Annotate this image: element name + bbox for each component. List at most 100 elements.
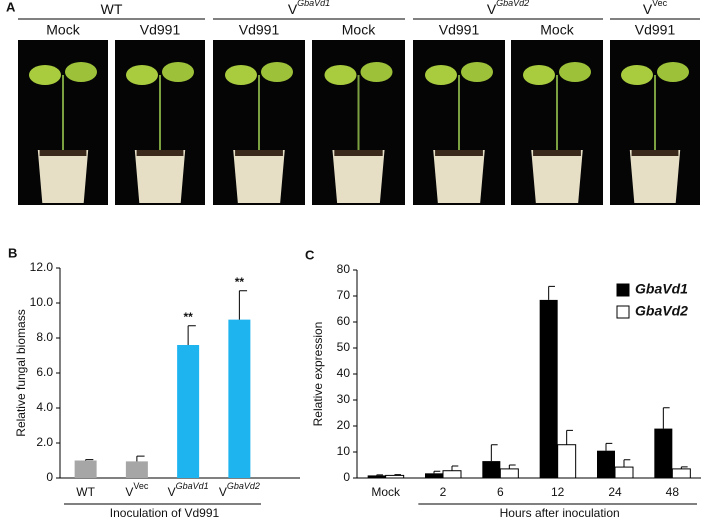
leaf (523, 65, 555, 85)
treatment-label: Vd991 (439, 22, 480, 38)
label-sup: GbaVd2 (496, 0, 529, 8)
error-bar (433, 470, 441, 474)
leaf (65, 62, 97, 82)
soil (39, 150, 87, 156)
y-tick-label: 2.0 (36, 435, 53, 449)
label-base: V (168, 485, 176, 499)
leaf (425, 65, 457, 85)
error-bar (394, 474, 401, 476)
leaf (225, 65, 257, 85)
pot (531, 150, 583, 203)
label-base: V (125, 485, 133, 499)
bar (539, 299, 558, 478)
error-bar (187, 325, 196, 345)
group-label: VGbaVd2 (487, 0, 529, 17)
error-bar (623, 459, 631, 468)
group-label: VVec (643, 0, 668, 17)
panel-label: B (8, 245, 17, 260)
bar (654, 428, 673, 478)
y-tick-label: 4.0 (36, 400, 53, 414)
pot (332, 150, 385, 203)
label-base: 24 (608, 485, 622, 499)
soil (435, 150, 483, 156)
y-tick-label: 50 (337, 340, 351, 354)
label-sup: Vec (133, 481, 149, 491)
soil (334, 150, 383, 156)
leaf (29, 65, 61, 85)
leaf (126, 65, 158, 85)
treatment-label: Vd991 (239, 22, 280, 38)
y-tick-label: 0 (343, 470, 350, 484)
legend-label: GbaVd1 (635, 281, 688, 297)
x-tick-label: VGbaVd1 (168, 481, 209, 499)
label-base: 48 (666, 485, 680, 499)
error-bar (238, 290, 248, 320)
y-tick-label: 10 (337, 444, 351, 458)
group-label: WT (101, 1, 123, 17)
legend-label: GbaVd2 (635, 303, 688, 319)
x-tick-label: 6 (497, 485, 504, 499)
y-tick-label: 12.0 (30, 260, 54, 274)
legend-swatch (616, 305, 630, 319)
x-tick-label: Mock (371, 485, 401, 499)
treatment-label: Mock (46, 22, 80, 38)
bar (614, 466, 634, 479)
bar (385, 474, 405, 479)
error-bar (548, 285, 555, 300)
bar (482, 461, 501, 478)
x-tick-label: VVec (125, 481, 149, 499)
label-sup: GbaVd2 (227, 481, 260, 491)
soil (136, 150, 184, 156)
bar (367, 475, 386, 478)
bar (671, 468, 691, 479)
y-tick-label: 8.0 (36, 330, 53, 344)
error-bar (662, 407, 670, 429)
significance-label: ** (235, 275, 245, 289)
leaf (621, 65, 653, 85)
label-base: WT (76, 485, 95, 499)
pot (433, 150, 485, 203)
x-axis-title: Inoculation of Vd991 (110, 506, 220, 520)
x-tick-label: 48 (666, 485, 680, 499)
bar (228, 319, 251, 478)
y-tick-label: 20 (337, 418, 351, 432)
bar (499, 468, 519, 479)
soil (631, 150, 679, 156)
y-axis-title: Relative expression (311, 322, 325, 427)
label-base: 2 (440, 485, 447, 499)
y-tick-label: 0 (46, 470, 53, 484)
x-tick-label: 24 (608, 485, 622, 499)
leaf (360, 62, 393, 82)
bar (557, 444, 577, 479)
bar (125, 461, 148, 478)
y-tick-label: 80 (337, 262, 351, 276)
error-bar (680, 466, 688, 469)
bar (74, 460, 97, 478)
error-bar (451, 465, 459, 471)
leaf (261, 62, 293, 82)
error-bar (85, 459, 94, 461)
label-sup: GbaVd1 (176, 481, 209, 491)
panel-label: C (305, 247, 315, 262)
label-base: V (219, 485, 227, 499)
y-tick-label: 6.0 (36, 365, 53, 379)
leaf (324, 65, 357, 85)
treatment-label: Vd991 (140, 22, 181, 38)
leaf (461, 62, 493, 82)
treatment-label: Vd991 (635, 22, 676, 38)
label-base: 12 (551, 485, 565, 499)
label-sup: GbaVd1 (297, 0, 330, 8)
legend-swatch (616, 283, 630, 297)
pot (629, 150, 681, 203)
pot (233, 150, 285, 203)
label-base: Mock (371, 485, 401, 499)
x-tick-label: 2 (440, 485, 447, 499)
label-base: 6 (497, 485, 504, 499)
significance-label: ** (183, 310, 193, 324)
error-bar (490, 444, 498, 462)
error-bar (508, 464, 516, 469)
treatment-label: Mock (540, 22, 574, 38)
x-axis-title: Hours after inoculation (500, 506, 620, 520)
bar (442, 470, 462, 479)
